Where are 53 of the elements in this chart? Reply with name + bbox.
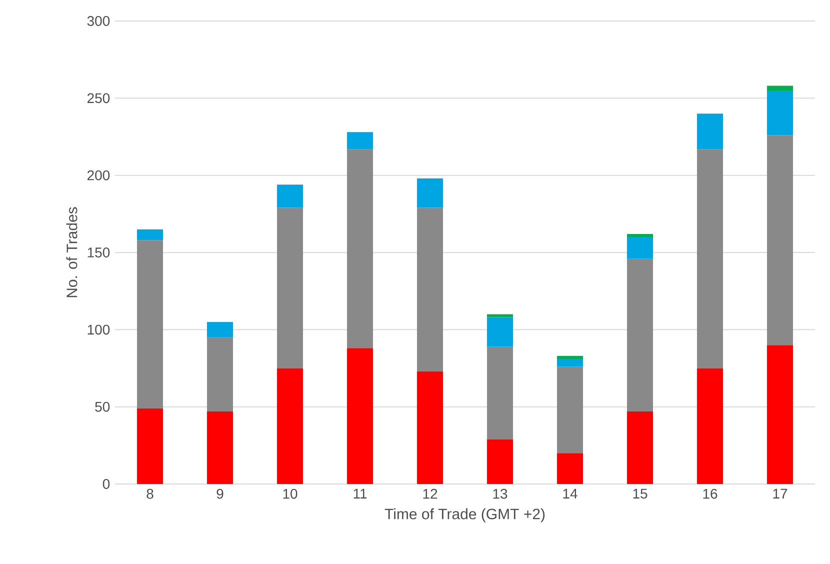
bar [277,208,304,368]
bar [137,229,164,240]
bar [207,411,234,484]
bar [557,358,583,367]
x-axis-title: Time of Trade (GMT +2) [384,508,545,522]
bar [417,371,443,484]
bar [697,149,723,368]
bar [627,237,653,259]
x-tick-label: 12 [423,488,438,499]
bar [347,149,374,348]
y-tick-label: 100 [88,324,110,335]
bar [697,368,723,484]
y-tick-label: 150 [88,248,110,258]
bar [767,90,793,136]
bar [417,178,443,208]
x-tick-label: 10 [283,488,298,499]
bar [557,453,583,484]
bar [487,317,513,347]
bar [417,208,443,372]
bar [137,408,164,484]
bar [277,368,304,484]
bar [627,258,653,412]
bar [767,135,793,346]
x-tick-label: 11 [354,488,367,498]
x-tick-label: 17 [773,488,788,498]
bar [767,86,793,90]
bar [487,314,513,318]
bar [277,184,304,208]
bar [697,114,723,150]
bar [347,348,374,484]
bar [487,439,513,484]
x-tick-label: 16 [703,488,718,499]
x-tick-label: 13 [493,488,508,499]
x-tick-label: 14 [563,488,578,498]
y-tick-label: 250 [87,93,110,104]
bar [557,366,583,454]
bar [207,322,234,338]
bar [347,132,374,150]
bar [627,234,653,238]
bar [487,346,513,440]
y-tick-label: 0 [102,479,110,489]
y-tick-label: 200 [87,170,110,180]
x-tick-label: 15 [633,488,648,499]
bar [557,356,583,359]
bar [207,337,234,412]
x-tick-label: 9 [216,488,224,499]
x-tick-label: 8 [146,488,154,499]
y-axis-title: No. of Trades [66,207,78,298]
bar [767,345,793,484]
y-tick-label: 300 [87,16,110,26]
bar [627,411,653,484]
y-tick-label: 50 [95,402,110,412]
bar [137,240,164,408]
